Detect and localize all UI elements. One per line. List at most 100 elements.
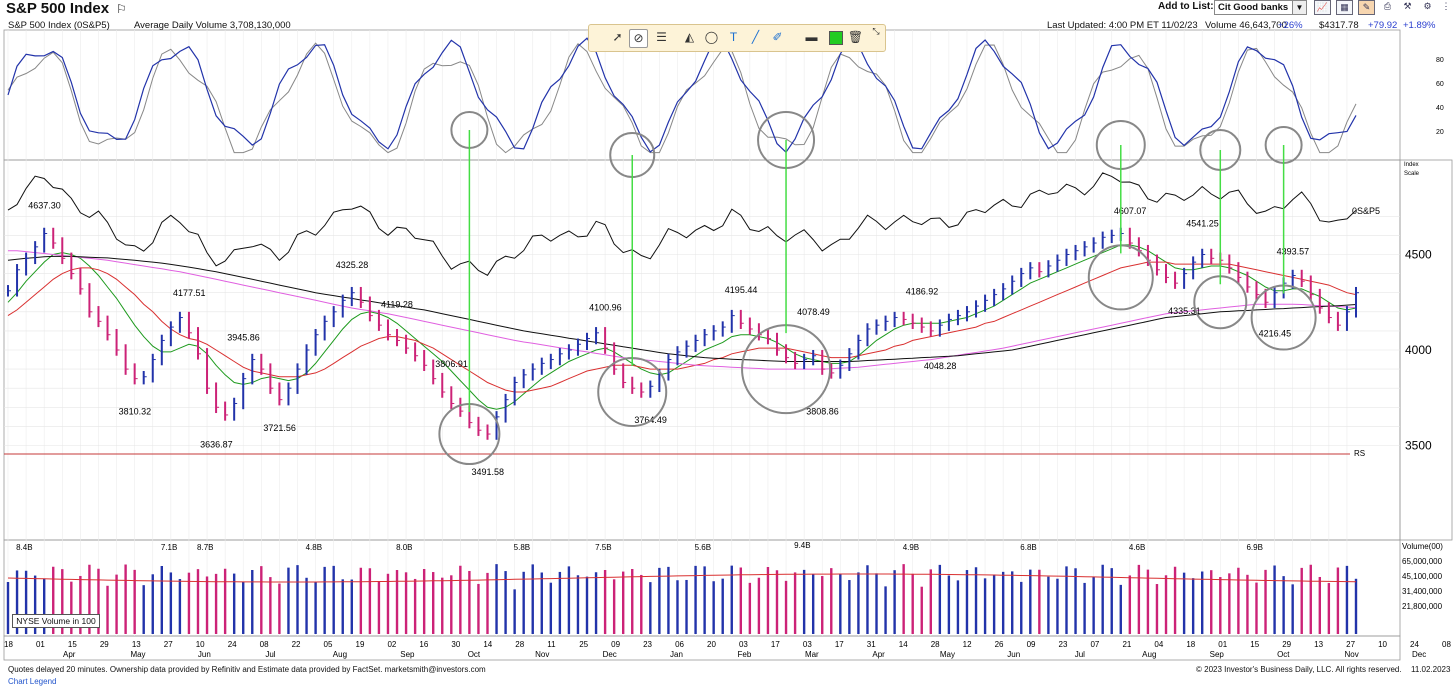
date-tick-label: 26: [995, 640, 1004, 649]
add-to-list-label: Add to List:: [1158, 1, 1214, 12]
moving-average-line: [7, 244, 1357, 410]
volume-annotation: 6.9B: [1246, 543, 1262, 552]
date-tick-label: 13: [132, 640, 141, 649]
date-tick-label: 23: [643, 640, 652, 649]
price-axis-label: Index: [1404, 162, 1419, 168]
date-tick-label: 05: [324, 640, 333, 649]
date-tick-label: 01: [36, 640, 45, 649]
date-tick-label: 18: [4, 640, 13, 649]
month-label: Jul: [265, 650, 275, 659]
circle-icon[interactable]: ◯: [704, 30, 719, 44]
date-tick-label: 24: [228, 640, 237, 649]
month-label: Nov: [535, 650, 549, 659]
date-tick-label: 17: [835, 640, 844, 649]
page-title: S&P 500 Index: [6, 0, 110, 17]
moving-average-line: [7, 255, 1357, 362]
pen-icon[interactable]: ✐: [772, 30, 783, 44]
date-tick-label: 13: [1314, 640, 1323, 649]
trash-icon[interactable]: 🗑: [847, 30, 864, 44]
price-tick-label: 4000: [1405, 343, 1432, 357]
date-tick-label: 11: [547, 640, 556, 649]
date-tick-label: 30: [451, 640, 460, 649]
stochastic-fast-line: [7, 37, 1357, 154]
date-tick-label: 15: [1250, 640, 1259, 649]
date-tick-label: 09: [1027, 640, 1036, 649]
day-volume: Volume 46,643,700: [1205, 20, 1287, 31]
chevron-down-icon[interactable]: ▼: [1292, 0, 1307, 15]
month-label: Mar: [805, 650, 819, 659]
volume-annotation: 8.4B: [16, 543, 32, 552]
price-annotation: 4048.28: [924, 361, 957, 371]
footer-disclaimer: Quotes delayed 20 minutes. Ownership dat…: [8, 665, 486, 674]
menu-icon[interactable]: ⋮: [1441, 1, 1451, 11]
month-label: Aug: [333, 650, 347, 659]
collapse-icon[interactable]: ⤡: [872, 26, 880, 36]
volume-annotation: 4.9B: [903, 543, 919, 552]
note-icon[interactable]: ✎: [1358, 0, 1375, 15]
date-tick-label: 15: [68, 640, 77, 649]
date-tick-label: 17: [771, 640, 780, 649]
settings-icon[interactable]: ⚙: [1423, 1, 1432, 11]
tools-icon[interactable]: ⚒: [1403, 1, 1412, 11]
volume-annotation: 7.5B: [595, 543, 611, 552]
price-change-pct: +1.89%: [1403, 20, 1436, 31]
date-tick-label: 14: [899, 640, 908, 649]
moving-average-line: [8, 250, 1357, 370]
date-tick-label: 24: [1410, 640, 1419, 649]
volume-annotation: 7.1B: [161, 543, 177, 552]
price-annotation: 4393.57: [1277, 247, 1310, 257]
paint-icon[interactable]: ◭: [684, 30, 695, 44]
rs-label: RS: [1354, 449, 1365, 458]
date-tick-label: 23: [1059, 640, 1068, 649]
date-tick-label: 29: [100, 640, 109, 649]
month-label: Apr: [63, 650, 76, 659]
line-icon[interactable]: ╱: [751, 30, 760, 44]
footer-copyright: © 2023 Investor's Business Daily, LLC. A…: [1196, 665, 1402, 674]
month-label: May: [130, 650, 145, 659]
footer-date: 11.02.2023: [1411, 665, 1451, 674]
volume-tick-label: 21,800,000: [1402, 602, 1443, 611]
date-tick-label: 10: [1378, 640, 1387, 649]
month-label: Aug: [1142, 650, 1156, 659]
volume-tick-label: 65,000,000: [1402, 557, 1443, 566]
last-price: $4317.78: [1319, 20, 1359, 31]
month-label: Oct: [468, 650, 481, 659]
cursor-icon[interactable]: ➚: [612, 30, 623, 44]
volume-annotation: 8.7B: [197, 543, 213, 552]
volume-annotation: 6.8B: [1020, 543, 1036, 552]
date-tick-label: 29: [1282, 640, 1291, 649]
month-label: Jun: [198, 650, 211, 659]
print-icon[interactable]: ⎙: [1383, 1, 1392, 11]
month-label: Dec: [1412, 650, 1426, 659]
text-icon[interactable]: T: [729, 30, 738, 44]
price-change: +79.92: [1368, 20, 1398, 31]
date-tick-label: 03: [803, 640, 812, 649]
date-axis: [3, 635, 1401, 661]
volume-annotation: 5.6B: [695, 543, 711, 552]
color-swatch-icon[interactable]: [827, 29, 844, 46]
month-label: Apr: [872, 650, 885, 659]
price-annotation: 3636.87: [200, 439, 233, 449]
layout-icon[interactable]: ▦: [1336, 0, 1353, 15]
date-tick-label: 21: [1122, 640, 1131, 649]
price-tick-label: 4500: [1405, 248, 1432, 262]
date-tick-label: 02: [387, 640, 396, 649]
price-annotation: 3810.32: [119, 406, 152, 416]
chart-icon[interactable]: 📈: [1314, 0, 1331, 15]
price-annotation: 4177.51: [173, 288, 206, 298]
chart-legend-link[interactable]: Chart Legend: [8, 677, 57, 686]
date-tick-label: 04: [1154, 640, 1163, 649]
month-label: Feb: [737, 650, 751, 659]
date-tick-label: 18: [1186, 640, 1195, 649]
month-label: Jun: [1007, 650, 1020, 659]
price-annotation: 4607.07: [1114, 206, 1147, 216]
month-label: Jan: [670, 650, 683, 659]
hide-icon[interactable]: ⊘: [629, 29, 648, 48]
volume-tick-label: 45,100,000: [1402, 572, 1443, 581]
date-tick-label: 16: [419, 640, 428, 649]
list-select[interactable]: Cit Good banks: [1214, 0, 1294, 15]
list-icon[interactable]: ☰: [656, 30, 667, 44]
flag-icon[interactable]: ⚐: [116, 2, 127, 16]
price-annotation: 4078.49: [797, 307, 830, 317]
line-weight-icon[interactable]: ▬: [805, 30, 818, 44]
